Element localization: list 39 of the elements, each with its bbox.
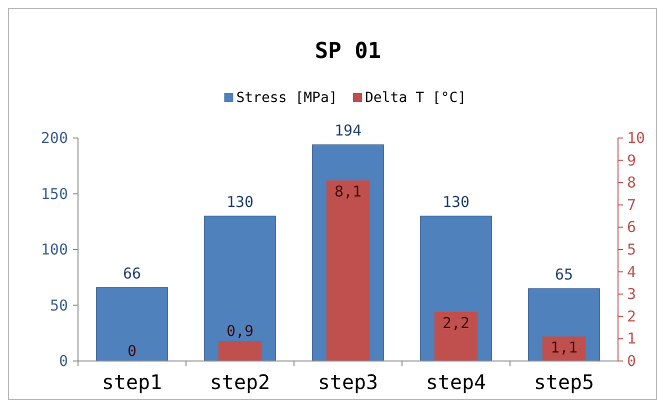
y2-tick-label: 7 — [627, 196, 636, 214]
x-tick-label: step2 — [210, 370, 270, 394]
data-label: 0,9 — [226, 322, 254, 340]
y2-tick-label: 8 — [627, 174, 636, 192]
y2-tick-label: 0 — [627, 352, 636, 370]
data-label: 66 — [122, 264, 142, 282]
legend-label: Delta T [°C] — [365, 90, 466, 106]
bar — [218, 340, 262, 361]
y-tick-label: 200 — [40, 129, 68, 147]
legend-label: Stress [MPa] — [236, 90, 338, 106]
y2-tick-label: 1 — [627, 330, 636, 348]
bar — [434, 312, 478, 361]
y-tick-label: 100 — [40, 240, 68, 258]
data-label: 8,1 — [334, 182, 362, 200]
y2-tick-label: 9 — [627, 151, 636, 170]
x-tick-label: step4 — [426, 370, 486, 394]
bar — [204, 216, 276, 362]
data-label: 65 — [554, 266, 574, 284]
chart-title: SP 01 — [314, 39, 382, 64]
y2-tick-label: 6 — [627, 218, 636, 236]
data-label: 130 — [442, 193, 470, 212]
y2-tick-label: 2 — [627, 307, 636, 326]
data-label: 2,2 — [442, 314, 470, 332]
y2-tick-label: 10 — [627, 129, 646, 147]
bar — [542, 336, 586, 361]
y2-tick-label: 4 — [627, 262, 636, 281]
data-label: 0 — [127, 342, 137, 360]
y-tick-label: 50 — [50, 296, 68, 314]
y2-tick-label: 3 — [627, 285, 636, 304]
y-tick-label: 150 — [40, 184, 68, 203]
data-label: 1,1 — [550, 338, 578, 356]
y-tick-label: 0 — [58, 352, 68, 370]
x-tick-label: step5 — [534, 370, 594, 394]
data-label: 130 — [226, 193, 254, 212]
y2-tick-label: 5 — [627, 240, 636, 258]
data-label: 194 — [334, 122, 362, 140]
bar — [96, 287, 168, 362]
x-tick-label: step3 — [318, 370, 378, 394]
x-tick-label: step1 — [102, 370, 162, 394]
